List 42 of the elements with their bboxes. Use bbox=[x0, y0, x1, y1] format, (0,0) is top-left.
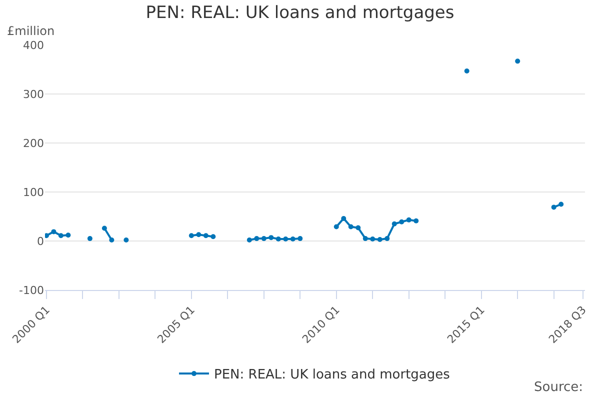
point bbox=[406, 217, 412, 222]
y-tick-label: 200 bbox=[23, 136, 44, 150]
point bbox=[551, 204, 556, 210]
point bbox=[109, 238, 114, 243]
point bbox=[102, 226, 107, 231]
point bbox=[203, 233, 208, 238]
point bbox=[414, 218, 419, 224]
point bbox=[51, 229, 56, 234]
point bbox=[283, 236, 288, 242]
y-axis-title: £million bbox=[7, 24, 55, 38]
source-note: Source: bbox=[534, 380, 584, 395]
point bbox=[196, 232, 202, 238]
point bbox=[370, 236, 376, 242]
point bbox=[341, 216, 346, 221]
point bbox=[58, 233, 64, 238]
legend-label: PEN: REAL: UK loans and mortgages bbox=[214, 368, 450, 383]
point bbox=[377, 237, 382, 242]
point bbox=[66, 232, 71, 238]
y-tick-label: -100 bbox=[19, 284, 44, 297]
point bbox=[254, 236, 260, 242]
point bbox=[356, 225, 361, 230]
point bbox=[558, 202, 564, 207]
y-tick-label: 300 bbox=[23, 88, 44, 101]
point bbox=[384, 236, 390, 242]
point bbox=[392, 221, 397, 226]
point bbox=[45, 233, 49, 238]
y-tick-label: 0 bbox=[37, 234, 44, 248]
point bbox=[399, 219, 404, 224]
point bbox=[261, 236, 266, 242]
chart-title: PEN: REAL: UK loans and mortgages bbox=[146, 2, 454, 23]
y-tick-label: 400 bbox=[23, 38, 44, 52]
point bbox=[188, 233, 194, 238]
point bbox=[246, 238, 252, 243]
point bbox=[348, 224, 354, 230]
point bbox=[276, 236, 281, 242]
point bbox=[298, 236, 303, 242]
point bbox=[362, 236, 368, 242]
point bbox=[268, 235, 274, 240]
point bbox=[210, 234, 216, 240]
point bbox=[334, 224, 339, 230]
point bbox=[290, 236, 296, 242]
y-tick-label: 100 bbox=[23, 186, 44, 199]
